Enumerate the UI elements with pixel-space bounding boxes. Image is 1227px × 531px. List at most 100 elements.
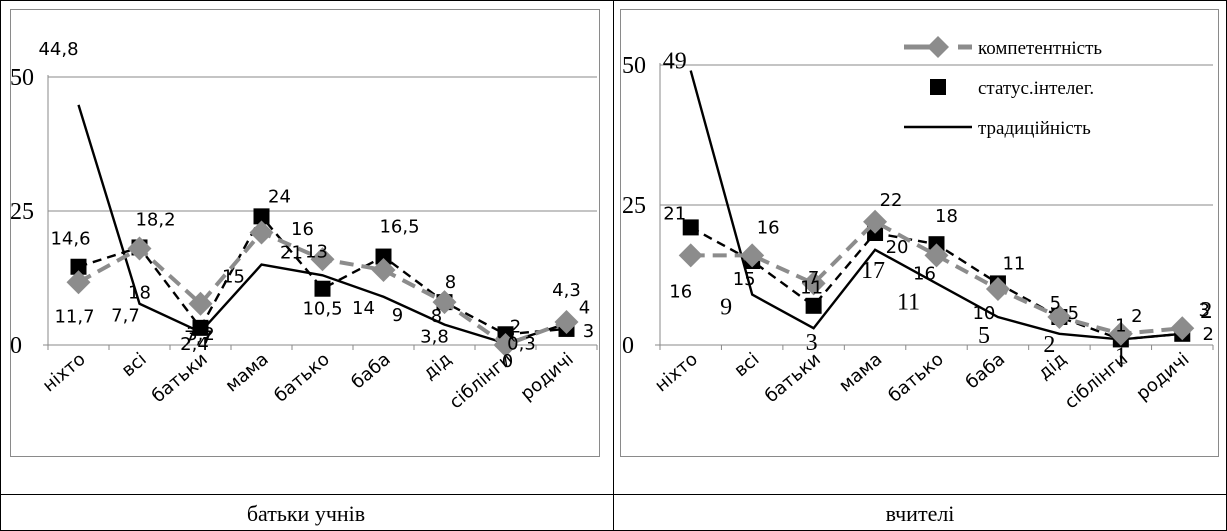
series-point-компетентність [66,270,91,295]
x-tick-label-мама: мама [222,349,273,397]
data-label-компетентність: 10 [972,303,995,324]
series-line-традиційність [77,104,567,345]
series-line-статус-інтелег- [78,214,567,336]
data-label-компетентність: 21 [280,242,303,263]
data-label-компетентність: 16 [291,219,314,240]
data-label-компетентність: 16 [913,263,936,284]
data-label-статус-інтелег-: 18 [935,206,958,227]
data-label-традиційність: 13 [305,241,328,262]
y-tick-label: 0 [622,333,634,359]
x-tick-label-батьки: батьки [761,349,825,407]
series-point-компетентність [1047,305,1072,329]
data-label-традиційність: 0,3 [507,333,536,354]
series-point-компетентність [863,209,888,234]
panel-teachers-axes [655,63,1214,350]
series-point-компетентність [740,243,765,268]
series-point-компетентність [678,243,703,268]
data-label-компетентність: 7,7 [184,328,213,349]
y-tick-label: 25 [622,193,646,219]
panel-teachers-y-tick-labels: 0 25 50 [622,53,646,359]
data-label-компетентність: 0 [502,351,513,372]
legend-item-традиційність: традиційність [904,118,1091,139]
panel-parents-caption: батьки учнів [247,501,365,526]
series-point-компетентність [985,277,1010,301]
data-label-статус-інтелег-: 8 [445,272,456,293]
panel-parents-y-tick-labels: 0 25 50 [10,65,34,359]
data-label-традиційність: 44,8 [38,39,78,60]
data-label-компетентність: 18 [128,283,151,304]
data-label-статус-інтелег-: 20 [886,237,909,258]
data-label-статус-інтелег-: 3,2 [186,324,215,345]
data-label-статус-інтелег-: 15 [733,269,756,290]
series-point-компетентність [493,333,518,357]
data-label-компетентність: 4,3 [552,280,581,301]
panel-parents-series [66,104,579,357]
x-tick-label-баба: баба [347,349,394,394]
series-point-компетентність [801,271,826,296]
data-label-традиційність: 7,7 [111,306,140,327]
x-tick-label-ніхто: ніхто [651,349,702,397]
legend-item-компетентність: компетентність [904,36,1102,59]
data-label-традиційність: 49 [663,49,687,75]
x-tick-label-батьки: батьки [148,349,212,407]
series-point-компетентність [188,291,213,316]
panel-teachers-gridlines [660,64,1213,206]
legend-marker [927,36,949,58]
data-label-компетентність: 11 [800,277,823,298]
series-point-статус-інтелег- [192,319,209,336]
panel-teachers-legend: компетентність статус.інтелег. традиційніс… [904,36,1102,139]
series-point-статус-інтелег- [375,248,392,265]
series-point-статус-інтелег- [682,219,699,236]
data-label-традиційність: 5 [978,323,990,349]
x-tick-label-баба: баба [962,349,1009,394]
series-point-статус-інтелег- [314,280,331,297]
data-label-статус-інтелег-: 2 [510,316,521,337]
data-label-статус-інтелег-: 5 [1068,303,1079,324]
series-point-статус-інтелег- [805,297,822,314]
series-point-компетентність [310,247,335,272]
y-tick-label: 50 [10,65,34,91]
series-point-компетентність [554,309,579,334]
data-label-традиційність: 15 [222,267,245,288]
x-tick-label-батько: батько [270,349,333,407]
data-label-статус-інтелег-: 3 [583,321,594,342]
series-point-компетентність [432,290,457,315]
legend-label: статус.інтелег. [978,78,1094,99]
data-label-статус-інтелег-: 21 [663,203,686,224]
data-label-традиційність: 4 [579,298,590,319]
series-point-компетентність [1170,316,1195,341]
x-tick-label-всі: всі [730,349,763,381]
data-label-статус-інтелег-: 1 [1115,315,1126,336]
x-tick-label-всі: всі [118,349,151,381]
data-label-традиційність: 2,4 [180,334,209,355]
data-label-традиційність: 3 [806,330,818,356]
series-point-статус-інтелег- [70,258,87,275]
y-tick-label: 25 [10,199,34,225]
data-label-статус-інтелег-: 11 [1002,253,1025,274]
x-tick-label-дід: дід [419,349,455,384]
legend-item-статус-інтелег-: статус.інтелег. [930,78,1094,99]
data-label-традиційність: 2 [1200,298,1212,324]
y-tick-label: 0 [10,333,22,359]
data-label-традиційність: 17 [861,258,885,284]
series-point-компетентність [924,243,949,268]
chart-area-borders [10,9,1219,457]
y-tick-label: 50 [622,53,646,79]
panel-parents-gridlines [48,76,597,212]
data-label-статус-інтелег-: 10,5 [302,299,342,320]
data-label-традиційність: 9 [720,295,732,321]
data-label-традиційність: 11 [897,289,920,315]
data-label-статус-інтелег-: 24 [268,186,291,207]
panel-teachers-series [678,70,1195,348]
x-tick-label-батько: батько [884,349,947,407]
data-label-компетентність: 8 [431,306,442,327]
x-tick-label-ніхто: ніхто [39,349,90,397]
data-label-компетентність: 22 [880,190,903,211]
series-point-компетентність [127,236,152,261]
data-label-компетентність: 11,7 [54,306,94,327]
